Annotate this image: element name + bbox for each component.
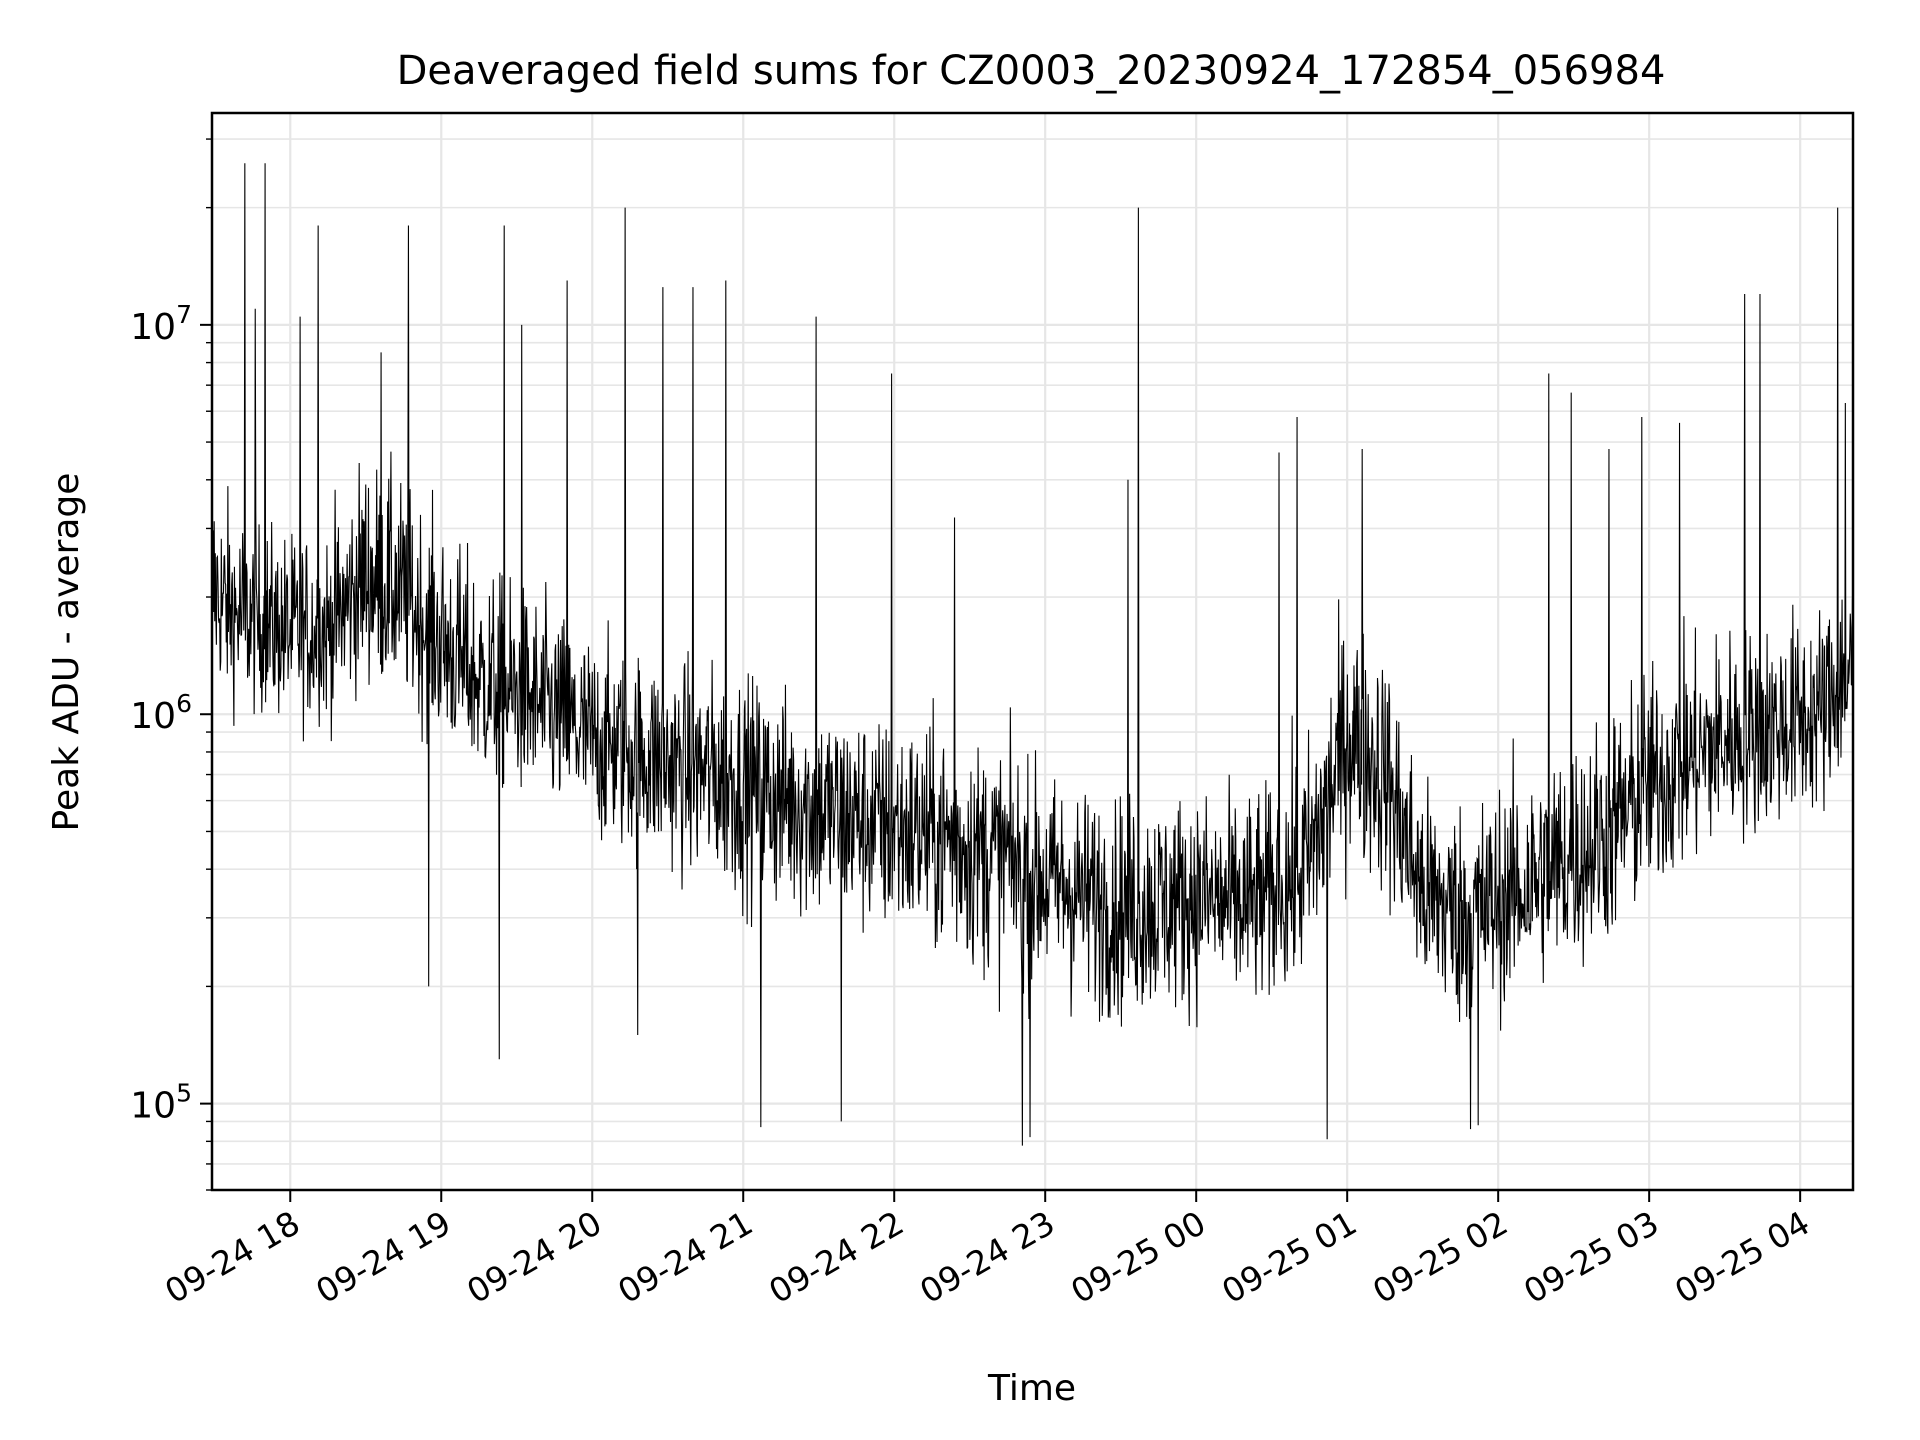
x-axis-label: Time [987, 1368, 1076, 1409]
x-tick-label: 09-25 03 [1517, 1203, 1665, 1311]
x-tick-label: 09-25 00 [1064, 1203, 1212, 1311]
y-tick-label: 107 [130, 300, 192, 348]
x-tick-label: 09-25 04 [1668, 1203, 1816, 1311]
y-tick-label: 105 [130, 1079, 192, 1127]
y-axis-label: Peak ADU - average [46, 473, 87, 832]
x-tick-label: 09-24 19 [309, 1203, 457, 1311]
x-tick-label: 09-25 01 [1215, 1203, 1363, 1311]
series-line [211, 163, 1854, 1146]
x-tick-label: 09-24 22 [762, 1203, 910, 1311]
x-tick-label: 09-24 20 [460, 1203, 608, 1311]
plot-frame [210, 111, 1855, 1192]
series-layer [211, 163, 1854, 1146]
y-axis-ticks: 105 106 107 [130, 138, 212, 1191]
x-tick-label: 09-25 02 [1366, 1203, 1514, 1311]
x-tick-label: 09-24 21 [611, 1203, 759, 1311]
x-tick-label: 09-24 23 [913, 1203, 1061, 1311]
x-tick-label: 09-24 18 [158, 1203, 306, 1311]
x-axis-ticks: 09-24 18 09-24 19 09-24 20 09-24 21 09-24 22… [158, 1190, 1816, 1311]
y-tick-label: 106 [130, 689, 192, 737]
chart-title: Deaveraged field sums for CZ0003_2023092… [397, 48, 1666, 94]
